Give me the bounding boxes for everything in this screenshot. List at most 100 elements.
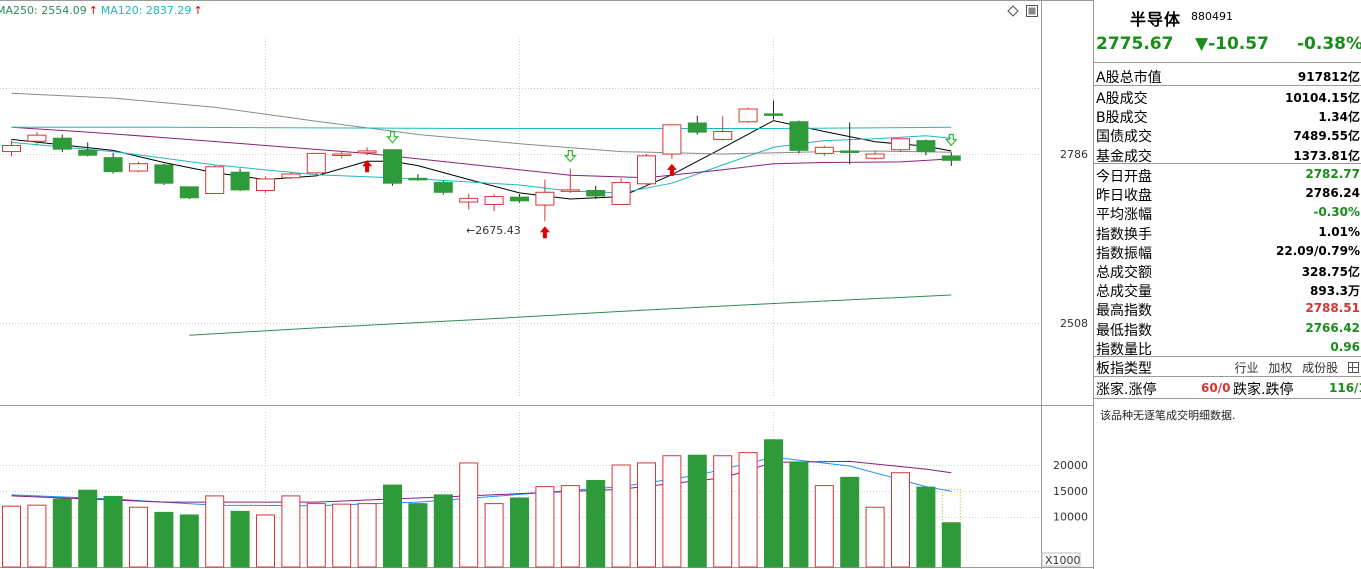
volume-bar bbox=[662, 455, 682, 568]
tab-weighted[interactable]: 加权 bbox=[1268, 361, 1293, 375]
quote-header: 半导体 880491 bbox=[1094, 0, 1361, 29]
volume-bar bbox=[687, 454, 707, 568]
stat-label: 指数量比 bbox=[1096, 341, 1152, 358]
ma-legend-0: MA250: 2554.09 bbox=[0, 4, 87, 17]
volume-bar bbox=[764, 439, 783, 568]
ma-line-ma250 bbox=[189, 294, 952, 336]
stat-label: 最低指数 bbox=[1096, 322, 1152, 339]
volume-bar bbox=[865, 506, 885, 568]
volume-bar bbox=[484, 503, 504, 568]
grid-icon[interactable] bbox=[1348, 362, 1359, 373]
price-change: ▼-10.57 bbox=[1195, 34, 1269, 54]
window-icon[interactable] bbox=[1026, 5, 1038, 17]
stat-value: 1373.81亿 bbox=[1293, 148, 1360, 163]
candle-body bbox=[256, 178, 275, 191]
ma-line-ma60 bbox=[11, 92, 952, 155]
buy-signal-arrow bbox=[362, 160, 373, 173]
stat-value: 2788.51 bbox=[1305, 301, 1360, 316]
candle-body bbox=[306, 152, 326, 174]
index-code: 880491 bbox=[1191, 10, 1233, 23]
stat-value: -0.30% bbox=[1313, 205, 1360, 220]
volume-bar bbox=[2, 505, 21, 568]
stat-value: 22.09/0.79% bbox=[1276, 243, 1360, 258]
diamond-icon[interactable] bbox=[1007, 5, 1019, 17]
stat-value: 10104.15亿 bbox=[1284, 91, 1360, 105]
candle-body bbox=[510, 196, 529, 202]
tab-industry[interactable]: 行业 bbox=[1234, 361, 1259, 375]
stat-value: 328.75亿 bbox=[1301, 265, 1360, 279]
stat-value: 7489.55亿 bbox=[1293, 129, 1360, 144]
stat-label: 昨日收盘 bbox=[1096, 188, 1152, 205]
volume-bar bbox=[103, 495, 123, 568]
volume-bar bbox=[332, 503, 352, 568]
volume-unit-label: X1000 bbox=[1045, 554, 1081, 567]
plate-type-label: 板指类型 bbox=[1096, 361, 1152, 377]
candle-body bbox=[281, 173, 301, 179]
price-tick-label: 2508 bbox=[1060, 317, 1088, 330]
quote-panel: 半导体 880491 2775.67 ▼-10.57 -0.38% A股总市值 9… bbox=[1093, 0, 1361, 569]
volume-bar bbox=[179, 514, 199, 568]
stat-row: 总成交量 893.3万 bbox=[1094, 280, 1361, 300]
stat-label: 总成交额 bbox=[1096, 265, 1152, 281]
stat-row: 国债成交 7489.55亿 bbox=[1094, 125, 1361, 145]
candle-body bbox=[2, 144, 21, 153]
candle-body bbox=[687, 122, 707, 133]
candle-body bbox=[383, 149, 402, 184]
volume-tick-label: 10000 bbox=[1053, 511, 1088, 524]
candle-body bbox=[154, 164, 174, 184]
candle-body bbox=[865, 153, 885, 159]
volume-bar bbox=[306, 503, 326, 568]
volume-bar bbox=[713, 455, 733, 568]
ma-legend-arrow: ↑ bbox=[193, 4, 202, 17]
candle-body bbox=[230, 171, 250, 191]
volume-ma-line-ma10 bbox=[11, 460, 952, 503]
stat-label: 基金成交 bbox=[1096, 148, 1152, 165]
tab-constituents[interactable]: 成份股 bbox=[1302, 361, 1339, 375]
stat-row: 总成交额 328.75亿 bbox=[1094, 261, 1361, 281]
up-count-value: 60/0 bbox=[1201, 381, 1231, 395]
sell-signal-arrow bbox=[945, 133, 958, 147]
divider bbox=[1094, 398, 1361, 399]
up-count-label: 涨家.涨停 bbox=[1096, 382, 1157, 398]
divider bbox=[1094, 62, 1361, 63]
stat-value: 1.01% bbox=[1318, 224, 1360, 239]
volume-bar bbox=[433, 494, 453, 568]
candle-body bbox=[840, 150, 860, 153]
stat-value: 2782.77 bbox=[1305, 167, 1360, 181]
candle-body bbox=[891, 138, 910, 151]
stat-row: 指数振幅 22.09/0.79% bbox=[1094, 242, 1361, 262]
candle-body bbox=[484, 196, 504, 205]
stat-label: 总成交量 bbox=[1096, 284, 1152, 301]
stat-row: 平均涨幅 -0.30% bbox=[1094, 203, 1361, 223]
candlestick-chart[interactable]: 2786 2508 20000 15000 10000 X1000 ←2675.43 MA25… bbox=[0, 0, 1093, 569]
candle-body bbox=[408, 177, 428, 181]
volume-bar bbox=[586, 479, 606, 568]
index-name: 半导体 bbox=[1130, 10, 1182, 29]
candle-body bbox=[662, 124, 682, 155]
candle-body bbox=[814, 146, 834, 154]
candle-body bbox=[586, 189, 606, 197]
candle-body bbox=[916, 140, 936, 153]
candle-body bbox=[738, 108, 758, 123]
stat-label: 指数振幅 bbox=[1096, 245, 1152, 262]
ma-line-ma10 bbox=[11, 135, 952, 194]
stat-label: 今日开盘 bbox=[1096, 169, 1152, 185]
candle-body bbox=[205, 166, 225, 195]
stat-row: A股成交 10104.15亿 bbox=[1094, 87, 1361, 107]
stat-row: 最低指数 2766.42 bbox=[1094, 319, 1361, 339]
volume-bar bbox=[738, 452, 758, 568]
volume-bar bbox=[459, 462, 479, 568]
candle-body bbox=[764, 113, 783, 116]
low-price-annotation: ←2675.43 bbox=[466, 224, 521, 237]
stat-label: B股成交 bbox=[1096, 110, 1148, 127]
candle-body bbox=[332, 153, 352, 156]
stat-label: A股成交 bbox=[1096, 91, 1148, 107]
ma-legend-1: MA120: 2837.29 bbox=[101, 4, 192, 17]
stat-value: 917812亿 bbox=[1297, 70, 1360, 84]
volume-bar bbox=[230, 510, 250, 568]
divider bbox=[1094, 376, 1361, 377]
candle-body bbox=[611, 182, 631, 205]
plate-type-row: 板指类型 bbox=[1094, 357, 1361, 377]
volume-estimate-box bbox=[941, 488, 961, 524]
stat-value: 0.96 bbox=[1330, 339, 1360, 354]
